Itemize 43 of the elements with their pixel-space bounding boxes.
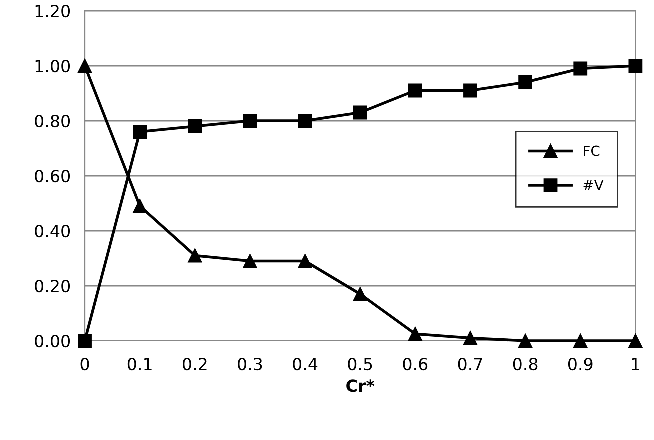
y-tick-label: 1.00 [36,60,70,73]
point [408,84,422,98]
x-tick-label: 0.2 [183,358,207,371]
point [518,334,532,348]
point [518,76,532,90]
legend-label: #V [584,180,604,190]
x-tick-label: 1 [632,358,640,370]
point [408,327,422,342]
x-tick-label: 0.6 [403,358,428,371]
y-tick-label: 0.00 [35,334,70,348]
point [243,114,258,128]
point [298,114,312,128]
x-tick-label: 0.4 [293,358,318,371]
point [243,254,258,268]
x-tick-label: 0.1 [128,358,152,371]
point [188,248,202,263]
point [574,334,588,348]
x-tick-label: 0.5 [348,358,372,371]
point [133,199,148,214]
point [353,106,368,120]
x-tick-label: 0.8 [513,358,538,371]
point [353,287,368,302]
point [188,120,202,134]
point [464,84,478,98]
y-tick-label: 0.80 [35,114,70,128]
point [133,125,148,139]
y-tick-label: 0.60 [35,170,70,183]
point [628,59,643,73]
y-tick-label: 1.20 [36,4,70,18]
point [78,334,92,348]
x-axis-title: Cr* [346,380,375,392]
point [298,254,312,268]
point [464,331,478,346]
legend-label: FC [584,146,600,156]
x-tick-label: 0.7 [458,358,482,371]
point [628,334,643,348]
point [78,59,92,73]
y-tick-label: 0.20 [35,280,70,293]
x-tick-label: 0 [80,358,90,371]
y-tick-label: 0.40 [35,224,70,238]
x-tick-label: 0.9 [568,358,593,371]
point [574,62,588,76]
x-tick-label: 0.3 [238,358,262,371]
